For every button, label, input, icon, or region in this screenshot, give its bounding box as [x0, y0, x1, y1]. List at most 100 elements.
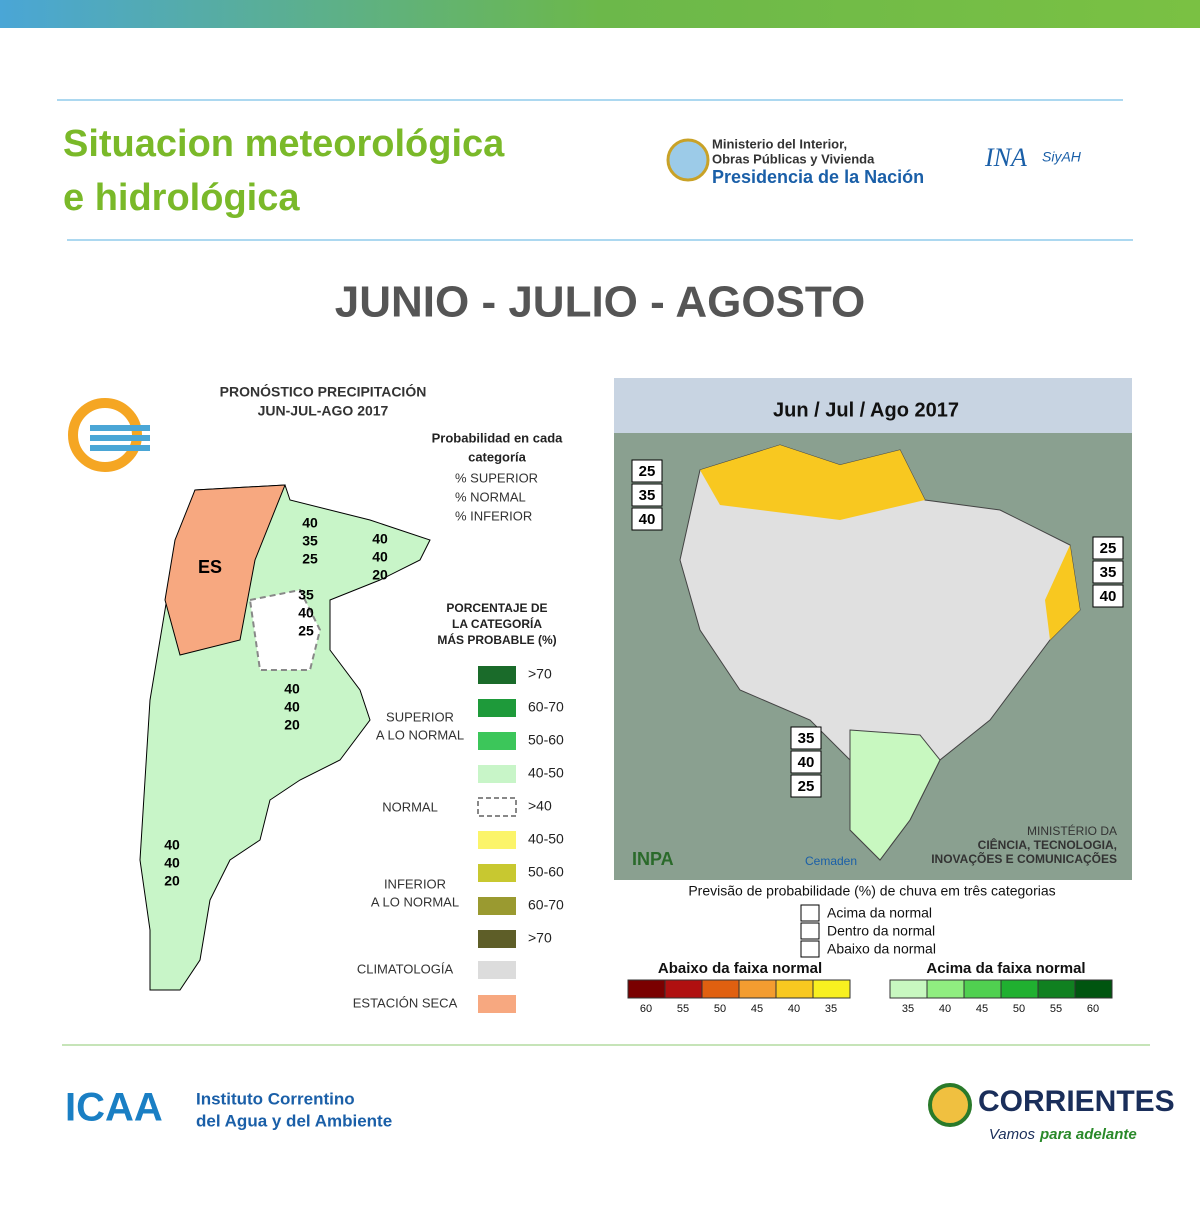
scale-label: 45 [751, 1003, 763, 1015]
text: para adelante [1039, 1126, 1137, 1143]
scale-swatch [1074, 979, 1113, 999]
text: ICAA [65, 1086, 163, 1130]
dry-region [164, 484, 286, 656]
scale-label: 35 [902, 1003, 914, 1015]
text: 40 [284, 681, 300, 697]
text: e hidrológica [63, 177, 300, 219]
scale-swatch [664, 979, 703, 999]
scale-swatch [926, 979, 965, 999]
text: 35 [798, 730, 815, 747]
text: MINISTÉRIO DA [1027, 823, 1117, 838]
legend-swatch [478, 961, 516, 979]
scale-label: 60 [640, 1003, 652, 1015]
text: 20 [372, 567, 388, 583]
text: 25 [798, 778, 815, 795]
text: 20 [164, 873, 180, 889]
text: ES [198, 557, 222, 577]
text: Ministerio del Interior, [712, 136, 847, 151]
text: Acima da normal [827, 905, 932, 921]
brazil [679, 444, 1081, 861]
text: Situacion meteorológica [63, 123, 505, 165]
text: % SUPERIOR [455, 470, 538, 485]
legend-swatch [478, 831, 516, 849]
text: Presidencia de la Nación [712, 167, 924, 187]
text: Abaixo da faixa normal [658, 960, 822, 977]
legend-swatch [478, 699, 516, 717]
text: CORRIENTES [978, 1085, 1175, 1118]
scale-swatch [627, 979, 666, 999]
text: INPA [632, 849, 674, 869]
legend-swatch [478, 864, 516, 882]
value-box [631, 483, 663, 507]
text: Instituto Correntino [196, 1089, 355, 1108]
text: 50-60 [528, 732, 564, 748]
text: SiyAH [1042, 149, 1082, 165]
checkbox [800, 940, 820, 958]
green-region [849, 729, 941, 861]
logo [90, 425, 150, 451]
text: 40 [1100, 588, 1117, 605]
text: JUNIO - JULIO - AGOSTO [335, 278, 866, 327]
text: del Agua y del Ambiente [196, 1111, 392, 1130]
scale-swatch [963, 979, 1002, 999]
value-box [631, 459, 663, 483]
text: Dentro da normal [827, 923, 935, 939]
text: PORCENTAJE DE [446, 601, 547, 615]
value-box [631, 507, 663, 531]
text: Acima da faixa normal [926, 960, 1085, 977]
text: INFERIOR [384, 876, 446, 891]
text: 35 [639, 487, 656, 504]
text: categoría [468, 449, 527, 464]
text: MÁS PROBABLE (%) [437, 632, 556, 647]
text: CLIMATOLOGÍA [357, 961, 454, 976]
emblem [928, 1083, 972, 1127]
yellow-region [700, 445, 925, 520]
scale-swatch [812, 979, 851, 999]
scale-label: 45 [976, 1003, 988, 1015]
scale-label: 50 [714, 1003, 726, 1015]
text: 35 [298, 587, 314, 603]
value-box [790, 726, 822, 750]
scale-swatch [701, 979, 740, 999]
scale-label: 55 [677, 1003, 689, 1015]
text: 40 [639, 511, 656, 528]
text: 20 [284, 717, 300, 733]
value-box [1092, 560, 1124, 584]
text: 40 [164, 837, 180, 853]
value-box [790, 774, 822, 798]
text: Vamos [989, 1126, 1036, 1143]
text: 40 [372, 549, 388, 565]
scale-label: 50 [1013, 1003, 1025, 1015]
text: 35 [302, 533, 318, 549]
scale-swatch [775, 979, 814, 999]
legend-swatch [478, 732, 516, 750]
text: 40 [284, 699, 300, 715]
text: A LO NORMAL [376, 727, 464, 742]
scale-label: 60 [1087, 1003, 1099, 1015]
text: NORMAL [382, 799, 438, 814]
text: LA CATEGORÍA [452, 616, 542, 631]
scale-swatch [1000, 979, 1039, 999]
scale-swatch [889, 979, 928, 999]
text: Jun / Jul / Ago 2017 [773, 399, 959, 421]
text: 25 [639, 463, 656, 480]
text: 40 [372, 531, 388, 547]
text: 25 [298, 623, 314, 639]
checkbox [800, 904, 820, 922]
text: % INFERIOR [455, 508, 532, 523]
text: PRONÓSTICO PRECIPITACIÓN [220, 383, 427, 400]
legend-swatch [478, 930, 516, 948]
text: Previsão de probabilidade (%) de chuva e… [688, 883, 1055, 899]
text: JUN-JUL-AGO 2017 [258, 403, 389, 419]
checkbox [800, 922, 820, 940]
value-box [1092, 584, 1124, 608]
text: Cemaden [805, 854, 857, 868]
scale-swatch [738, 979, 777, 999]
text: 40 [164, 855, 180, 871]
yellow-region [1045, 545, 1080, 640]
text: % NORMAL [455, 489, 526, 504]
text: 25 [1100, 540, 1117, 557]
text: 40-50 [528, 765, 564, 781]
